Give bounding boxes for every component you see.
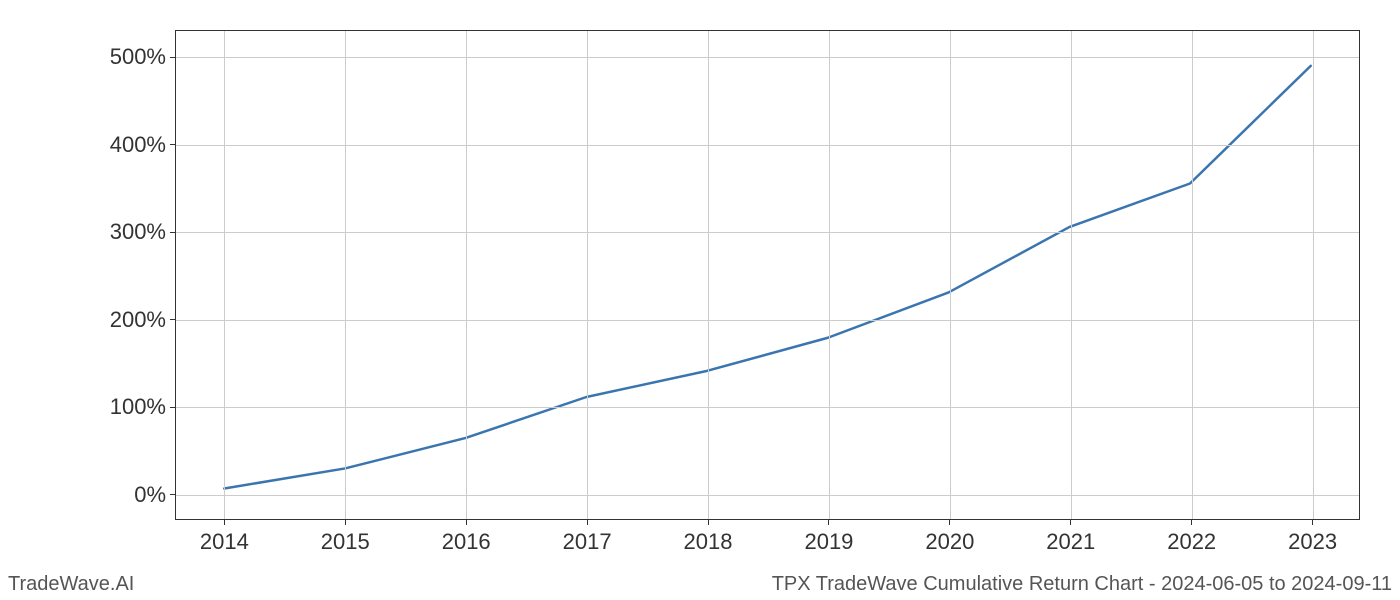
grid-line-vertical [708,31,709,519]
chart-container: 0% 100% 200% 300% 400% 500% 2014 2015 2016 2017 20… [0,0,1400,600]
grid-line-horizontal [176,320,1359,321]
footer-right-label: TPX TradeWave Cumulative Return Chart - … [764,569,1400,600]
x-tick-label: 2020 [925,519,974,555]
grid-line-vertical [1192,31,1193,519]
grid-line-vertical [1071,31,1072,519]
grid-line-vertical [345,31,346,519]
x-tick-label: 2023 [1288,519,1337,555]
grid-line-horizontal [176,407,1359,408]
y-tick-label: 500% [110,44,176,70]
y-tick-label: 200% [110,307,176,333]
y-tick-label: 400% [110,132,176,158]
grid-line-vertical [587,31,588,519]
grid-line-vertical [1313,31,1314,519]
x-tick-label: 2019 [804,519,853,555]
x-tick-label: 2016 [442,519,491,555]
grid-line-vertical [829,31,830,519]
grid-line-vertical [224,31,225,519]
grid-line-vertical [466,31,467,519]
grid-line-horizontal [176,495,1359,496]
plot-area: 0%100%200%300%400%500%201420152016201720… [175,30,1360,520]
x-tick-label: 2017 [563,519,612,555]
y-tick-label: 100% [110,394,176,420]
grid-line-horizontal [176,57,1359,58]
x-tick-label: 2022 [1167,519,1216,555]
grid-line-horizontal [176,232,1359,233]
grid-line-horizontal [176,145,1359,146]
grid-line-vertical [950,31,951,519]
x-tick-label: 2021 [1046,519,1095,555]
footer-left-label: TradeWave.AI [0,569,142,600]
line-series [176,31,1359,519]
x-tick-label: 2015 [321,519,370,555]
y-tick-label: 0% [134,482,176,508]
x-tick-label: 2014 [200,519,249,555]
y-tick-label: 300% [110,219,176,245]
x-tick-label: 2018 [684,519,733,555]
